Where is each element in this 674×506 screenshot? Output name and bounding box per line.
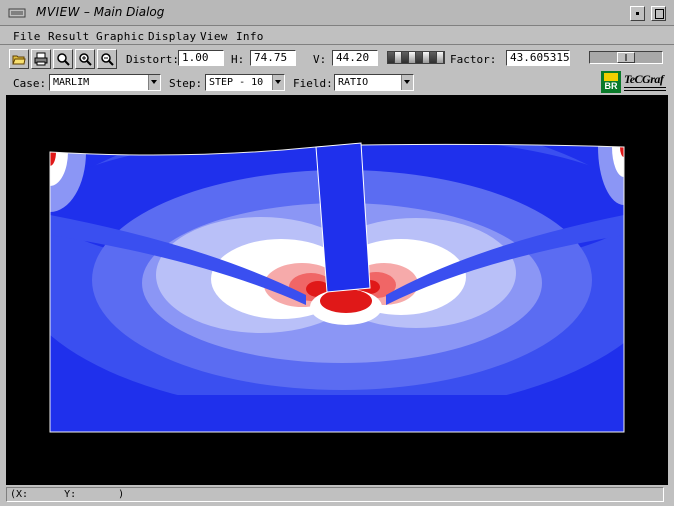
tecgraf-logo: TeCGraf <box>624 72 664 86</box>
factor-label: Factor: <box>450 53 497 66</box>
window-title-dialog: Main Dialog <box>93 5 165 19</box>
window-title-app: MVIEW <box>36 5 81 19</box>
domain-outline <box>49 143 625 433</box>
h-input[interactable]: 74.75 <box>250 50 296 66</box>
selector-row: Case: MARLIM Step: STEP - 10 Field: RATI… <box>0 70 674 94</box>
open-button[interactable] <box>9 49 29 69</box>
window-title-separator: – <box>80 5 94 19</box>
chevron-down-icon[interactable] <box>272 75 284 90</box>
open-folder-icon <box>12 55 26 65</box>
menu-view[interactable]: View <box>200 30 228 43</box>
contour-plot[interactable] <box>6 95 668 485</box>
case-select[interactable]: MARLIM <box>49 74 161 91</box>
v-input[interactable]: 44.20 <box>332 50 378 66</box>
toolbar: Distort: 1.00 H: 74.75 V: 44.20 Factor: … <box>0 46 674 70</box>
pile-element[interactable] <box>315 142 371 293</box>
status-y-label: Y: <box>64 489 77 500</box>
distort-input[interactable]: 1.00 <box>178 50 224 66</box>
graphics-canvas[interactable] <box>6 95 668 485</box>
window-title: MVIEW – Main Dialog <box>36 5 164 19</box>
v-label: V: <box>313 53 327 66</box>
title-bar[interactable]: MVIEW – Main Dialog <box>0 0 674 26</box>
step-label: Step: <box>169 77 203 90</box>
menu-display[interactable]: Display <box>148 30 197 43</box>
zoom-icon <box>57 53 70 66</box>
factor-dial[interactable] <box>387 51 445 64</box>
factor-input[interactable]: 43.605315 <box>506 50 570 66</box>
status-bar: (X: Y:) <box>0 485 674 506</box>
zoom-out-button[interactable] <box>97 49 117 69</box>
slider-thumb[interactable] <box>617 52 635 63</box>
field-select[interactable]: RATIO <box>334 74 414 91</box>
zoom-in-button[interactable] <box>75 49 95 69</box>
coordinate-readout: (X: Y:) <box>6 487 664 502</box>
menu-bar: File Result Graphic Display View Info <box>0 27 674 45</box>
status-x-label: (X: <box>10 489 29 500</box>
print-button[interactable] <box>31 49 51 69</box>
menu-result[interactable]: Result <box>48 30 90 43</box>
field-label: Field: <box>293 77 333 90</box>
zoom-button[interactable] <box>53 49 73 69</box>
step-select-value: STEP - 10 <box>209 77 264 88</box>
tecgraf-logo-underline <box>624 87 666 91</box>
step-select[interactable]: STEP - 10 <box>205 74 285 91</box>
maximize-button[interactable] <box>651 6 666 21</box>
menu-graphic[interactable]: Graphic <box>96 30 145 43</box>
br-logo-text: BR <box>604 81 618 91</box>
menu-file[interactable]: File <box>13 30 41 43</box>
chevron-down-icon[interactable] <box>148 75 160 90</box>
logo: BR TeCGraf <box>601 71 667 93</box>
br-logo-icon: BR <box>601 71 621 93</box>
minimize-button[interactable] <box>630 6 645 21</box>
h-label: H: <box>231 53 245 66</box>
zoom-in-icon <box>79 53 92 66</box>
field-select-value: RATIO <box>338 77 369 88</box>
case-select-value: MARLIM <box>53 77 90 88</box>
print-icon <box>34 52 48 66</box>
app-icon[interactable] <box>8 5 26 21</box>
menu-info[interactable]: Info <box>236 30 264 43</box>
factor-slider[interactable] <box>589 51 663 64</box>
distort-label: Distort: <box>126 53 179 66</box>
chevron-down-icon[interactable] <box>401 75 413 90</box>
zoom-out-icon <box>101 53 114 66</box>
case-label: Case: <box>13 77 47 90</box>
status-close: ) <box>118 489 125 500</box>
